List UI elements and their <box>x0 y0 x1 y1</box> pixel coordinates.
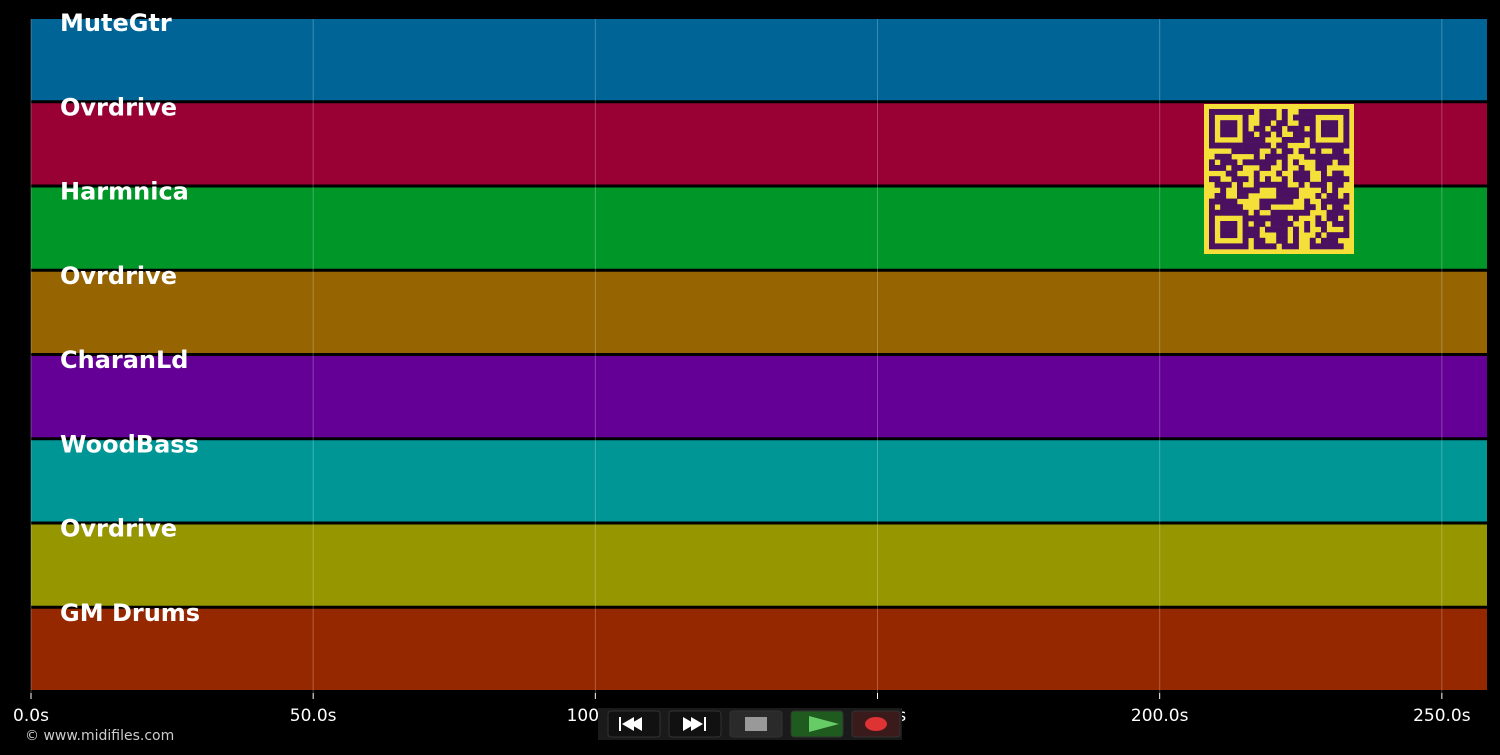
record-button[interactable] <box>851 710 901 738</box>
play-button[interactable] <box>790 710 844 738</box>
tick-label: 200.0s <box>1131 706 1189 726</box>
track-band <box>31 271 1487 353</box>
track-band <box>31 524 1487 606</box>
forward-button[interactable] <box>668 710 722 738</box>
tick-label: 250.0s <box>1413 706 1471 726</box>
transport-controls <box>598 708 902 740</box>
track-name: Ovrdrive <box>60 515 177 543</box>
track-name: Harmnica <box>60 178 189 206</box>
track-name: MuteGtr <box>60 9 172 37</box>
tick-label: 0.0s <box>13 706 49 726</box>
track-band <box>31 356 1487 438</box>
track-name: Ovrdrive <box>60 93 177 121</box>
tick-label: 50.0s <box>290 706 337 726</box>
qr-code <box>1204 104 1354 254</box>
track-band <box>31 440 1487 522</box>
track-name: GM Drums <box>60 599 200 627</box>
track-name: CharanLd <box>60 346 188 374</box>
footer: © www.midifiles.com <box>25 728 174 744</box>
track-name: WoodBass <box>60 430 199 458</box>
track-name: Ovrdrive <box>60 262 177 290</box>
track-band <box>31 608 1487 690</box>
stop-button[interactable] <box>729 710 783 738</box>
rewind-button[interactable] <box>607 710 661 738</box>
track-band <box>31 19 1487 101</box>
